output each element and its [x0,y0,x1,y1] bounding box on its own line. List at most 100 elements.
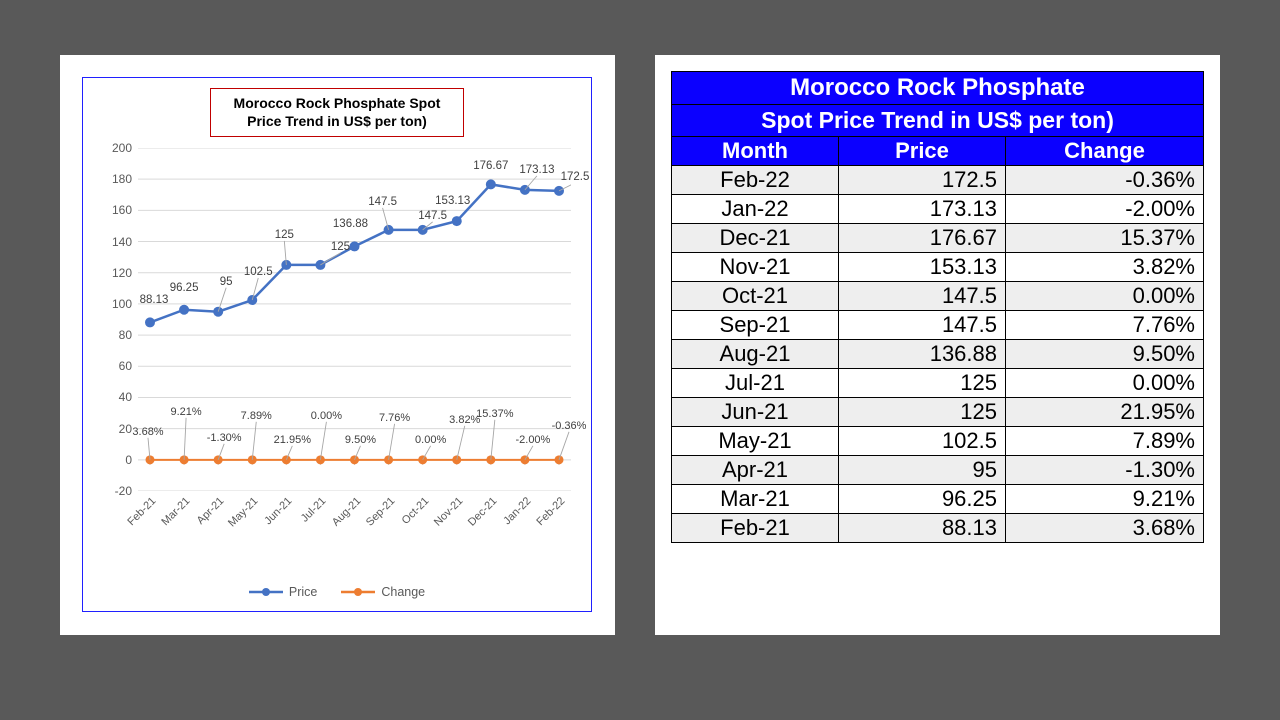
x-tick-label: Jun-21 [263,495,295,527]
cell-price: 125 [839,369,1006,398]
legend-item-price: Price [249,585,317,599]
y-tick-label: 60 [119,359,132,373]
price-data-label: 147.5 [418,210,447,222]
table-title-row: Morocco Rock Phosphate [672,72,1204,105]
x-tick-label: Aug-21 [329,495,363,529]
x-tick-label: Jul-21 [299,495,329,525]
cell-change: 3.82% [1006,253,1204,282]
price-data-label: 147.5 [368,196,397,208]
legend-swatch-change [341,586,375,598]
x-tick-label: Sep-21 [363,495,397,529]
x-tick-label: Jan-22 [501,495,533,527]
x-tick-label: Apr-21 [195,495,227,527]
cell-change: 15.37% [1006,224,1204,253]
y-tick-label: 120 [112,266,132,280]
cell-price: 172.5 [839,166,1006,195]
change-data-label: 9.50% [345,434,376,446]
cell-change: 9.21% [1006,485,1204,514]
price-data-label: 88.13 [140,294,169,306]
price-data-label: 172.5 [561,171,590,183]
data-table: Morocco Rock Phosphate Spot Price Trend … [671,71,1204,543]
table-columns-row: Month Price Change [672,137,1204,166]
y-tick-label: 200 [112,141,132,155]
legend-swatch-price [249,586,283,598]
cell-month: Jun-21 [672,398,839,427]
cell-month: Dec-21 [672,224,839,253]
cell-price: 88.13 [839,514,1006,543]
y-tick-label: 80 [119,328,132,342]
x-tick-label: Feb-22 [534,495,567,528]
cell-change: -1.30% [1006,456,1204,485]
change-data-label: 0.00% [311,410,342,422]
cell-change: -0.36% [1006,166,1204,195]
price-data-label: 153.13 [435,195,470,207]
cell-month: Oct-21 [672,282,839,311]
cell-month: Jan-22 [672,195,839,224]
price-data-label: 125 [275,229,294,241]
cell-change: 0.00% [1006,369,1204,398]
price-data-label: 136.88 [333,218,368,230]
col-month: Month [672,137,839,166]
y-tick-label: 20 [119,422,132,436]
change-data-label: -0.36% [552,420,587,432]
table-row: Apr-2195-1.30% [672,456,1204,485]
cell-month: Feb-22 [672,166,839,195]
table-panel: Morocco Rock Phosphate Spot Price Trend … [655,55,1220,635]
cell-change: 7.76% [1006,311,1204,340]
x-tick-label: Nov-21 [432,495,466,529]
legend-item-change: Change [341,585,425,599]
cell-price: 95 [839,456,1006,485]
cell-month: Feb-21 [672,514,839,543]
change-data-label: 7.89% [241,410,272,422]
legend-label-price: Price [289,585,317,599]
y-tick-label: 100 [112,297,132,311]
table-row: Oct-21147.50.00% [672,282,1204,311]
change-data-label: 7.76% [379,412,410,424]
cell-change: 9.50% [1006,340,1204,369]
table-subtitle-row: Spot Price Trend in US$ per ton) [672,105,1204,137]
x-tick-label: May-21 [226,495,260,529]
cell-price: 125 [839,398,1006,427]
change-data-label: 0.00% [415,434,446,446]
cell-price: 153.13 [839,253,1006,282]
stage: Morocco Rock Phosphate Spot Price Trend … [0,0,1280,720]
table-row: Nov-21153.133.82% [672,253,1204,282]
y-tick-label: 180 [112,172,132,186]
price-data-label: 96.25 [170,282,199,294]
price-data-label: 125 [331,241,350,253]
cell-month: Sep-21 [672,311,839,340]
y-tick-label: 140 [112,235,132,249]
y-tick-label: 40 [119,390,132,404]
cell-month: May-21 [672,427,839,456]
cell-price: 96.25 [839,485,1006,514]
col-price: Price [839,137,1006,166]
table-row: Aug-21136.889.50% [672,340,1204,369]
price-data-label: 95 [220,276,233,288]
cell-price: 147.5 [839,311,1006,340]
table-title-2: Spot Price Trend in US$ per ton) [672,105,1204,137]
y-tick-label: 0 [125,453,132,467]
table-row: Sep-21147.57.76% [672,311,1204,340]
table-title-1: Morocco Rock Phosphate [672,72,1204,105]
price-data-label: 173.13 [519,164,554,176]
cell-month: Nov-21 [672,253,839,282]
change-data-label: -1.30% [207,432,242,444]
change-data-label: 9.21% [170,406,201,418]
table-body: Feb-22172.5-0.36%Jan-22173.13-2.00%Dec-2… [672,166,1204,543]
cell-month: Jul-21 [672,369,839,398]
cell-price: 173.13 [839,195,1006,224]
chart-title: Morocco Rock Phosphate Spot Price Trend … [210,88,464,137]
cell-price: 136.88 [839,340,1006,369]
change-data-label: 3.68% [132,426,163,438]
cell-change: 21.95% [1006,398,1204,427]
price-data-label: 176.67 [473,160,508,172]
chart-panel: Morocco Rock Phosphate Spot Price Trend … [60,55,615,635]
table-row: Jun-2112521.95% [672,398,1204,427]
table-row: Feb-2188.133.68% [672,514,1204,543]
cell-change: -2.00% [1006,195,1204,224]
table-row: Jul-211250.00% [672,369,1204,398]
table-row: Feb-22172.5-0.36% [672,166,1204,195]
table-head: Morocco Rock Phosphate Spot Price Trend … [672,72,1204,166]
x-tick-label: Feb-21 [125,495,158,528]
cell-month: Mar-21 [672,485,839,514]
